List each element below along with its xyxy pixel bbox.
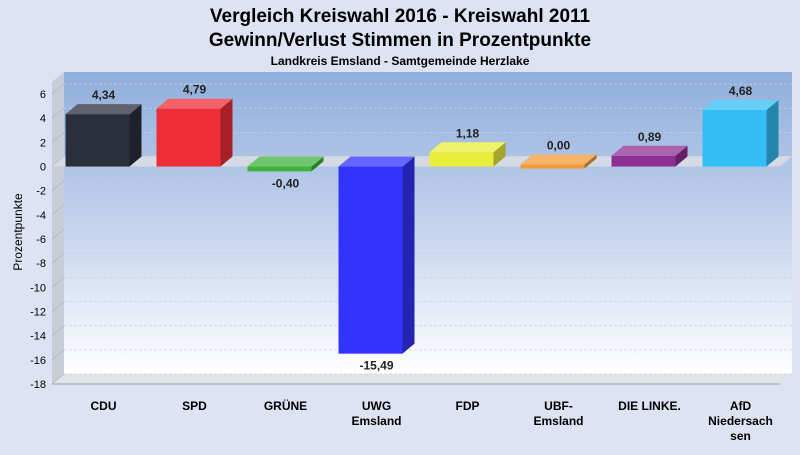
- gridline-side: [51, 252, 65, 264]
- bar: [247, 156, 324, 172]
- bar-front: [429, 152, 494, 167]
- chart-title-line1: Vergleich Kreiswahl 2016 - Kreiswahl 201…: [210, 6, 591, 27]
- chart-title-line2: Gewinn/Verlust Stimmen in Prozentpunkte: [209, 30, 591, 51]
- bar-front: [338, 166, 403, 354]
- data-label: -0,40: [272, 176, 300, 190]
- plot-floor: [52, 374, 792, 384]
- bar: [702, 100, 779, 167]
- y-tick-label: -10: [30, 282, 46, 294]
- y-tick-label: -14: [30, 331, 46, 343]
- y-axis-label: Prozentpunkte: [11, 193, 25, 271]
- y-tick-label: -4: [36, 210, 46, 222]
- bar-top: [156, 98, 233, 109]
- x-axis-categories: CDU SPD GRÜNE UWG Emsland FDP UBF-Emsland DIE L…: [91, 398, 773, 443]
- data-label: 0,00: [547, 139, 571, 153]
- gridline-side: [51, 83, 65, 95]
- gridline-side: [51, 107, 65, 119]
- data-label: 4,79: [183, 83, 207, 97]
- bar-top: [429, 142, 506, 153]
- zero-plane: [52, 156, 792, 167]
- bar: [156, 98, 233, 167]
- y-tick-label: 4: [40, 113, 46, 125]
- y-tick-label: 0: [40, 162, 46, 174]
- plot-left-wall: [52, 72, 64, 384]
- data-label: 4,68: [729, 84, 753, 98]
- gridline-side: [51, 204, 65, 216]
- bar: [338, 156, 415, 354]
- bar-side: [402, 156, 415, 354]
- bar-side: [584, 154, 597, 169]
- bar-side: [311, 156, 324, 172]
- bar-top: [520, 154, 597, 165]
- category-label: SPD: [182, 399, 207, 413]
- gridline-side: [51, 373, 65, 385]
- bar: [429, 142, 506, 167]
- data-label: 0,89: [638, 130, 662, 144]
- y-tick-label: -2: [36, 186, 46, 198]
- bar-front: [247, 166, 312, 172]
- bar-front: [65, 114, 130, 167]
- data-label: 4,34: [92, 88, 116, 102]
- category-label: UWG Emsland: [351, 399, 401, 428]
- y-tick-label: 2: [40, 137, 46, 149]
- bar-side: [129, 104, 142, 167]
- bars-group: [65, 98, 779, 354]
- gridline-side: [51, 132, 65, 143]
- bar-front: [611, 155, 676, 167]
- category-label: AfD Niedersach sen: [708, 399, 773, 443]
- bar-front: [702, 110, 767, 167]
- y-tick-label: -12: [30, 307, 46, 319]
- bar-top: [247, 156, 324, 167]
- bar-side: [493, 142, 506, 167]
- data-label: -15,49: [359, 359, 393, 373]
- y-tick-label: -8: [36, 258, 46, 270]
- bar-top: [65, 104, 142, 115]
- bar-side: [766, 100, 779, 167]
- y-axis-ticks: 6 4 2 0 -2 -4 -6 -8 -10 -12 -14 -16 -18: [30, 89, 46, 391]
- gridline-side: [51, 180, 65, 192]
- bar: [611, 145, 688, 167]
- gridline-side: [51, 228, 65, 240]
- y-tick-label: -16: [30, 355, 46, 367]
- bar-top: [702, 100, 779, 111]
- gridline-side: [51, 301, 65, 312]
- gridline-side: [51, 325, 65, 336]
- y-tick-label: -18: [30, 379, 46, 391]
- chart-subtitle: Landkreis Emsland - Samtgemeinde Herzlak…: [271, 54, 530, 68]
- data-label: 1,18: [456, 126, 480, 140]
- bar-top: [611, 145, 688, 156]
- category-label: UBF-Emsland: [533, 399, 583, 428]
- bar-front: [520, 164, 585, 169]
- bar: [520, 154, 597, 169]
- y-tick-label: 6: [40, 89, 46, 101]
- y-tick-label: -6: [36, 234, 46, 246]
- category-label: FDP: [456, 399, 480, 413]
- bar-side: [220, 98, 233, 167]
- gridline-side: [51, 277, 65, 288]
- bar: [65, 104, 142, 167]
- category-label: GRÜNE: [264, 398, 307, 413]
- category-label: DIE LINKE.: [618, 399, 681, 413]
- bar-side: [675, 145, 688, 167]
- gridline-side: [51, 349, 65, 361]
- bar-top: [338, 156, 415, 167]
- data-labels: 4,34 4,79 -0,40 -15,49 1,18 0,00 0,89 4,68: [92, 83, 753, 373]
- bar-front: [156, 108, 221, 167]
- category-label: CDU: [91, 399, 117, 413]
